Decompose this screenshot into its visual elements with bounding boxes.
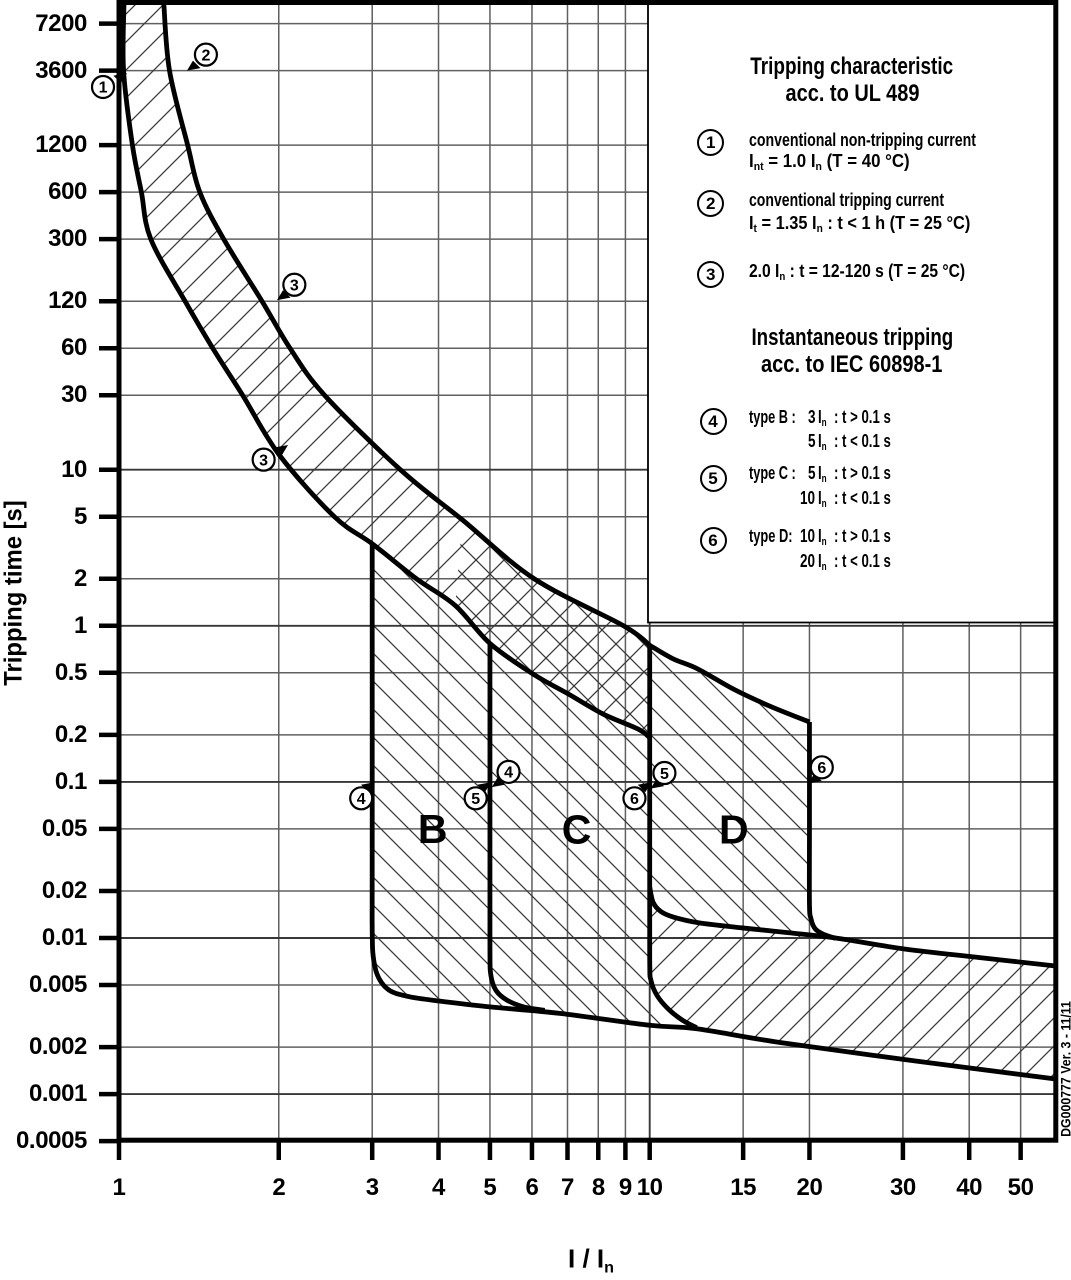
axis-ticks [99,21,1023,1160]
marker-circle-4 [496,759,521,784]
y-tick-label-600: 600 [48,178,87,206]
marker-circle-1 [90,74,116,100]
x-tick-label-9: 9 [618,1173,632,1201]
marker-number-6: 6 [630,791,639,808]
y-tick-label-0.2: 0.2 [54,720,88,748]
y-tick-label-60: 60 [61,334,87,362]
y-tick-label-0.001: 0.001 [28,1080,87,1108]
document-number-note: DG000777 Ver. 3 - 11/11 [1058,1001,1071,1137]
region-label-B: B [418,806,448,852]
y-tick-label-1: 1 [74,611,87,639]
curve-lower-thermal [120,2,652,740]
marker-5-5: 5 [463,782,491,811]
marker-number-4: 4 [504,765,513,782]
legend-box-border [647,2,1056,624]
marker-circle-6 [809,755,834,780]
marker-circle-5 [652,760,677,786]
y-tick-label-0.01: 0.01 [41,924,88,951]
marker-1-0: 1 [90,73,127,100]
x-tick-label-10: 10 [636,1173,663,1201]
y-tick-label-0.005: 0.005 [28,971,87,998]
marker-circle-6 [622,786,647,811]
y-tick-label-0.02: 0.02 [41,877,88,904]
marker-circle-3 [282,272,307,297]
y-axis-title: Tripping time [s] [0,500,28,686]
y-tick-label-0.05: 0.05 [41,814,88,842]
y-tick-label-0.0005: 0.0005 [15,1127,87,1155]
curve-upper-thermal [161,2,652,648]
marker-circle-3 [251,447,276,472]
x-tick-label-2: 2 [272,1173,286,1201]
y-tick-label-3600: 3600 [35,56,87,84]
marker-number-5: 5 [660,766,669,783]
marker-arrow-6 [808,773,822,784]
marker-circle-4 [349,786,374,811]
marker-arrow-6 [637,782,652,793]
x-tick-label-40: 40 [956,1173,983,1201]
y-tick-label-30: 30 [61,381,87,409]
x-tick-label-30: 30 [889,1173,916,1201]
x-tick-label-20: 20 [796,1173,823,1201]
marker-number-3: 3 [290,278,299,295]
marker-arrow-4 [361,782,375,793]
marker-5-8: 5 [650,760,677,789]
plot-area: B C D [119,2,1056,1141]
y-tick-label-0.5: 0.5 [54,658,88,686]
x-axis-title: I / In [568,1243,614,1277]
y-tick-label-300: 300 [48,225,87,253]
curve-type-d-left [647,645,698,1030]
y-tick-label-1200: 1200 [35,131,87,159]
marker-arrow-2 [186,60,201,71]
marker-6-7: 6 [622,782,652,811]
x-tick-label-5: 5 [483,1173,497,1201]
curve-type-d-lower [647,886,1056,969]
y-tick-label-2: 2 [74,564,87,592]
curve-type-d-right [806,721,837,941]
marker-arrow-5 [477,782,491,793]
marker-arrow-5 [650,778,665,789]
y-tick-label-7200: 7200 [35,9,87,37]
x-tick-label-3: 3 [365,1173,379,1201]
marker-number-3: 3 [259,452,268,469]
x-tick-label-1: 1 [112,1173,126,1201]
y-tick-label-5: 5 [74,502,87,530]
y-tick-label-0.002: 0.002 [28,1033,87,1061]
marker-4-6: 4 [491,759,521,788]
y-tick-label-120: 120 [48,287,87,315]
y-tick-label-0.1: 0.1 [54,767,88,795]
marker-arrow-3 [277,290,291,301]
x-tick-label-6: 6 [525,1173,539,1201]
x-tick-label-50: 50 [1007,1173,1034,1201]
marker-2-1: 2 [186,42,219,71]
marker-number-4: 4 [357,791,366,808]
marker-6-9: 6 [808,755,834,784]
x-tick-label-7: 7 [561,1173,574,1201]
x-tick-label-4: 4 [432,1173,445,1201]
curve-type-b-left [369,544,439,1004]
y-tick-label-10: 10 [61,455,87,483]
marker-arrow-3 [274,444,289,455]
marker-number-5: 5 [471,791,480,808]
instantaneous-band-hatch [649,887,1056,1079]
marker-number-6: 6 [817,760,826,777]
marker-number-1: 1 [99,80,108,97]
x-tick-label-8: 8 [591,1173,605,1201]
marker-3-2: 3 [277,272,307,301]
marker-arrow-4 [491,777,506,788]
marker-circle-5 [463,786,488,811]
region-label-C: C [562,807,592,853]
curve-type-c-left [487,643,546,1013]
plot-border [116,0,1059,1143]
marker-4-4: 4 [349,782,375,811]
curve-type-d-top [648,643,811,725]
region-label-D: D [719,806,749,852]
marker-number-2: 2 [201,47,210,64]
marker-circle-2 [193,42,219,67]
marker-3-3: 3 [251,444,289,472]
x-tick-label-15: 15 [730,1173,757,1201]
marker-arrow-1 [113,73,127,84]
legend-box [648,2,1056,623]
